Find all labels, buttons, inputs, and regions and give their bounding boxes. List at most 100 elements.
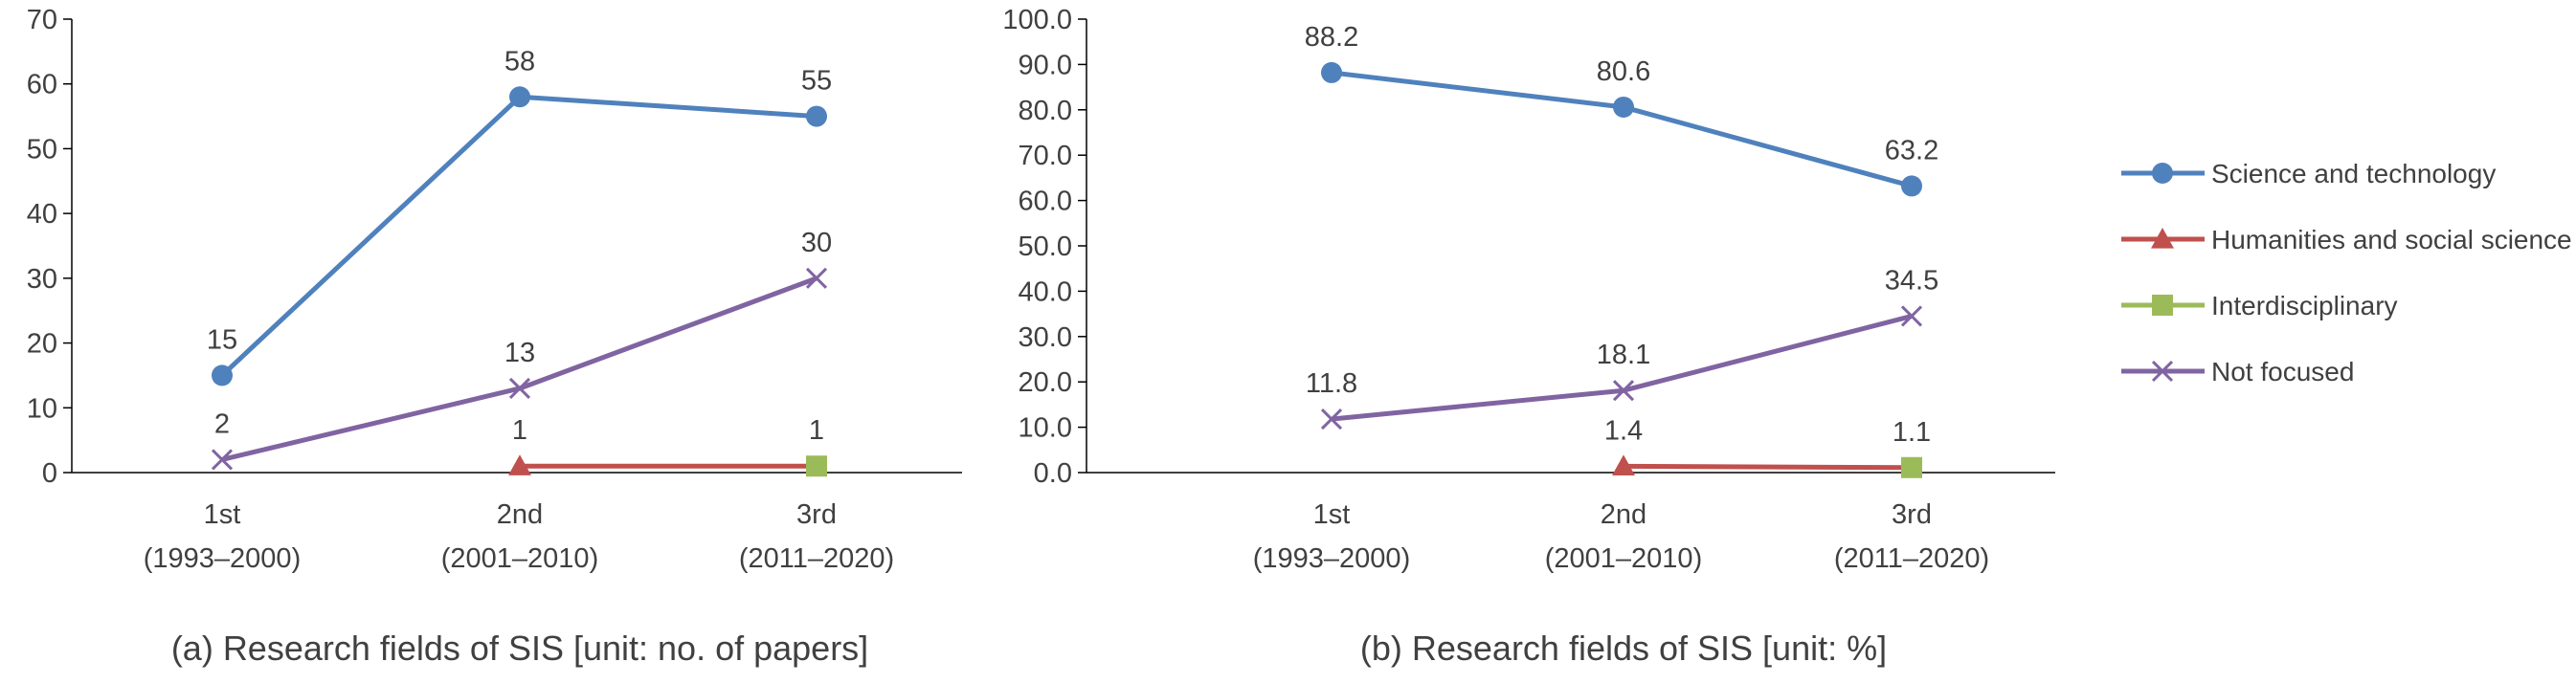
- x-tick-label: 1st: [1313, 499, 1351, 530]
- y-tick-label: 30: [27, 264, 57, 295]
- x-tick-label: 3rd: [1892, 499, 1932, 530]
- data-point-stroke-b: [1612, 380, 1635, 402]
- x-tick-label-range: (2001–2010): [1545, 543, 1702, 574]
- data-label: 1.4: [1604, 415, 1643, 446]
- legend-item-not-focused: Not focused: [2121, 357, 2354, 386]
- legend-item-humanities: Humanities and social science: [2121, 225, 2572, 254]
- y-tick-label: 60: [27, 70, 57, 100]
- data-point: [806, 455, 827, 477]
- legend-label: Humanities and social science: [2211, 225, 2572, 254]
- x-tick-label-range: (1993–2000): [1253, 543, 1410, 574]
- chart-title: (a) Research fields of SIS [unit: no. of…: [171, 629, 868, 668]
- chart-title: (b) Research fields of SIS [unit: %]: [1360, 629, 1887, 668]
- legend-marker: [2152, 295, 2173, 316]
- data-label: 1: [809, 415, 824, 446]
- y-tick-label: 0: [42, 458, 57, 489]
- legend-item-interdisciplinary: Interdisciplinary: [2121, 291, 2398, 320]
- y-tick-label: 0.0: [1034, 458, 1072, 489]
- data-label: 11.8: [1306, 368, 1357, 399]
- data-point: [509, 86, 530, 108]
- series-line: [220, 94, 818, 378]
- y-tick-label: 60.0: [1019, 187, 1072, 217]
- y-tick-label: 30.0: [1019, 322, 1072, 353]
- data-label: 1.1: [1893, 417, 1931, 448]
- data-point-stroke-b: [211, 449, 234, 471]
- y-tick-label: 20.0: [1019, 367, 1072, 398]
- legend-marker: [2152, 163, 2173, 184]
- legend-label: Not focused: [2211, 357, 2354, 386]
- data-point: [1612, 454, 1635, 475]
- data-label: 15: [207, 324, 237, 355]
- data-point: [805, 267, 828, 289]
- data-label: 2: [214, 408, 230, 439]
- y-tick-label: 50: [27, 134, 57, 165]
- data-label: 34.5: [1885, 265, 1938, 296]
- data-point: [1901, 456, 1922, 478]
- x-tick-label-range: (1993–2000): [144, 543, 301, 574]
- y-tick-label: 40: [27, 199, 57, 230]
- data-point: [1613, 96, 1634, 118]
- y-tick-label: 10: [27, 393, 57, 424]
- legend-item-science: Science and technology: [2121, 159, 2496, 188]
- data-point-stroke-b: [1900, 305, 1923, 327]
- data-label: 63.2: [1885, 135, 1938, 165]
- data-point: [508, 377, 531, 400]
- data-point: [1320, 408, 1343, 430]
- data-point: [1321, 61, 1342, 83]
- y-tick-label: 90.0: [1019, 50, 1072, 80]
- data-point-stroke-b: [508, 377, 531, 400]
- series-humanities: 1.4: [1604, 415, 1913, 475]
- data-label: 18.1: [1597, 340, 1650, 370]
- series-humanities: 1: [508, 415, 817, 475]
- data-label: 80.6: [1597, 56, 1650, 87]
- x-tick-label-range: (2001–2010): [441, 543, 598, 574]
- legend-label: Interdisciplinary: [2211, 291, 2398, 320]
- series-line: [1623, 463, 1913, 471]
- series-interdisciplinary: 1: [806, 415, 827, 477]
- data-point: [1901, 175, 1922, 197]
- chart-panel-b: 0.0 10.0 20.0 30.0 40.0 50.0 60.0 70.0 80.0 90.0 1…: [1002, 5, 2055, 668]
- series-science: 15 58 55: [207, 46, 832, 386]
- y-tick-label: 70.0: [1019, 141, 1072, 171]
- series-science: 88.2 80.6 63.2: [1305, 22, 1938, 197]
- series-not-focused: 2 13 30: [211, 228, 832, 471]
- data-label: 88.2: [1305, 22, 1358, 53]
- chart-panel-a: 0 10 20 30 40 50 60 70 1st (1993–2000) 2nd (2001–20…: [27, 5, 962, 668]
- data-label: 30: [801, 228, 832, 258]
- x-tick-label-range: (2011–2020): [1834, 543, 1989, 574]
- data-label: 13: [504, 338, 535, 368]
- y-tick-label: 50.0: [1019, 232, 1072, 262]
- data-label: 1: [512, 415, 527, 446]
- data-point: [806, 105, 827, 127]
- x-tick-label: 2nd: [1601, 499, 1646, 530]
- data-point-stroke-b: [805, 267, 828, 289]
- data-point: [212, 364, 233, 386]
- legend-label: Science and technology: [2211, 159, 2496, 188]
- y-tick-label: 40.0: [1019, 276, 1072, 307]
- legend: Science and technology Humanities and soc…: [2121, 159, 2572, 386]
- series-interdisciplinary: 1.1: [1893, 417, 1931, 478]
- y-tick-label: 20: [27, 329, 57, 360]
- x-tick-label: 1st: [204, 499, 241, 530]
- series-line: [1331, 70, 1913, 188]
- y-tick-label: 80.0: [1019, 96, 1072, 126]
- data-point: [1900, 305, 1923, 327]
- data-label: 58: [504, 46, 535, 77]
- data-point: [211, 449, 234, 471]
- legend-marker: [2151, 228, 2174, 249]
- data-point: [508, 454, 531, 475]
- x-tick-label: 2nd: [497, 499, 543, 530]
- data-point-stroke-b: [1320, 408, 1343, 430]
- series-not-focused: 11.8 18.1 34.5: [1306, 265, 1938, 430]
- x-tick-label-range: (2011–2020): [739, 543, 894, 574]
- y-tick-label: 10.0: [1019, 413, 1072, 444]
- y-tick-label: 70: [27, 5, 57, 35]
- data-label: 55: [801, 66, 832, 97]
- legend-marker: [2151, 360, 2174, 383]
- legend-marker-stroke-b: [2151, 360, 2174, 383]
- x-tick-label: 3rd: [796, 499, 837, 530]
- data-point: [1612, 380, 1635, 402]
- y-tick-label: 100.0: [1002, 5, 1072, 35]
